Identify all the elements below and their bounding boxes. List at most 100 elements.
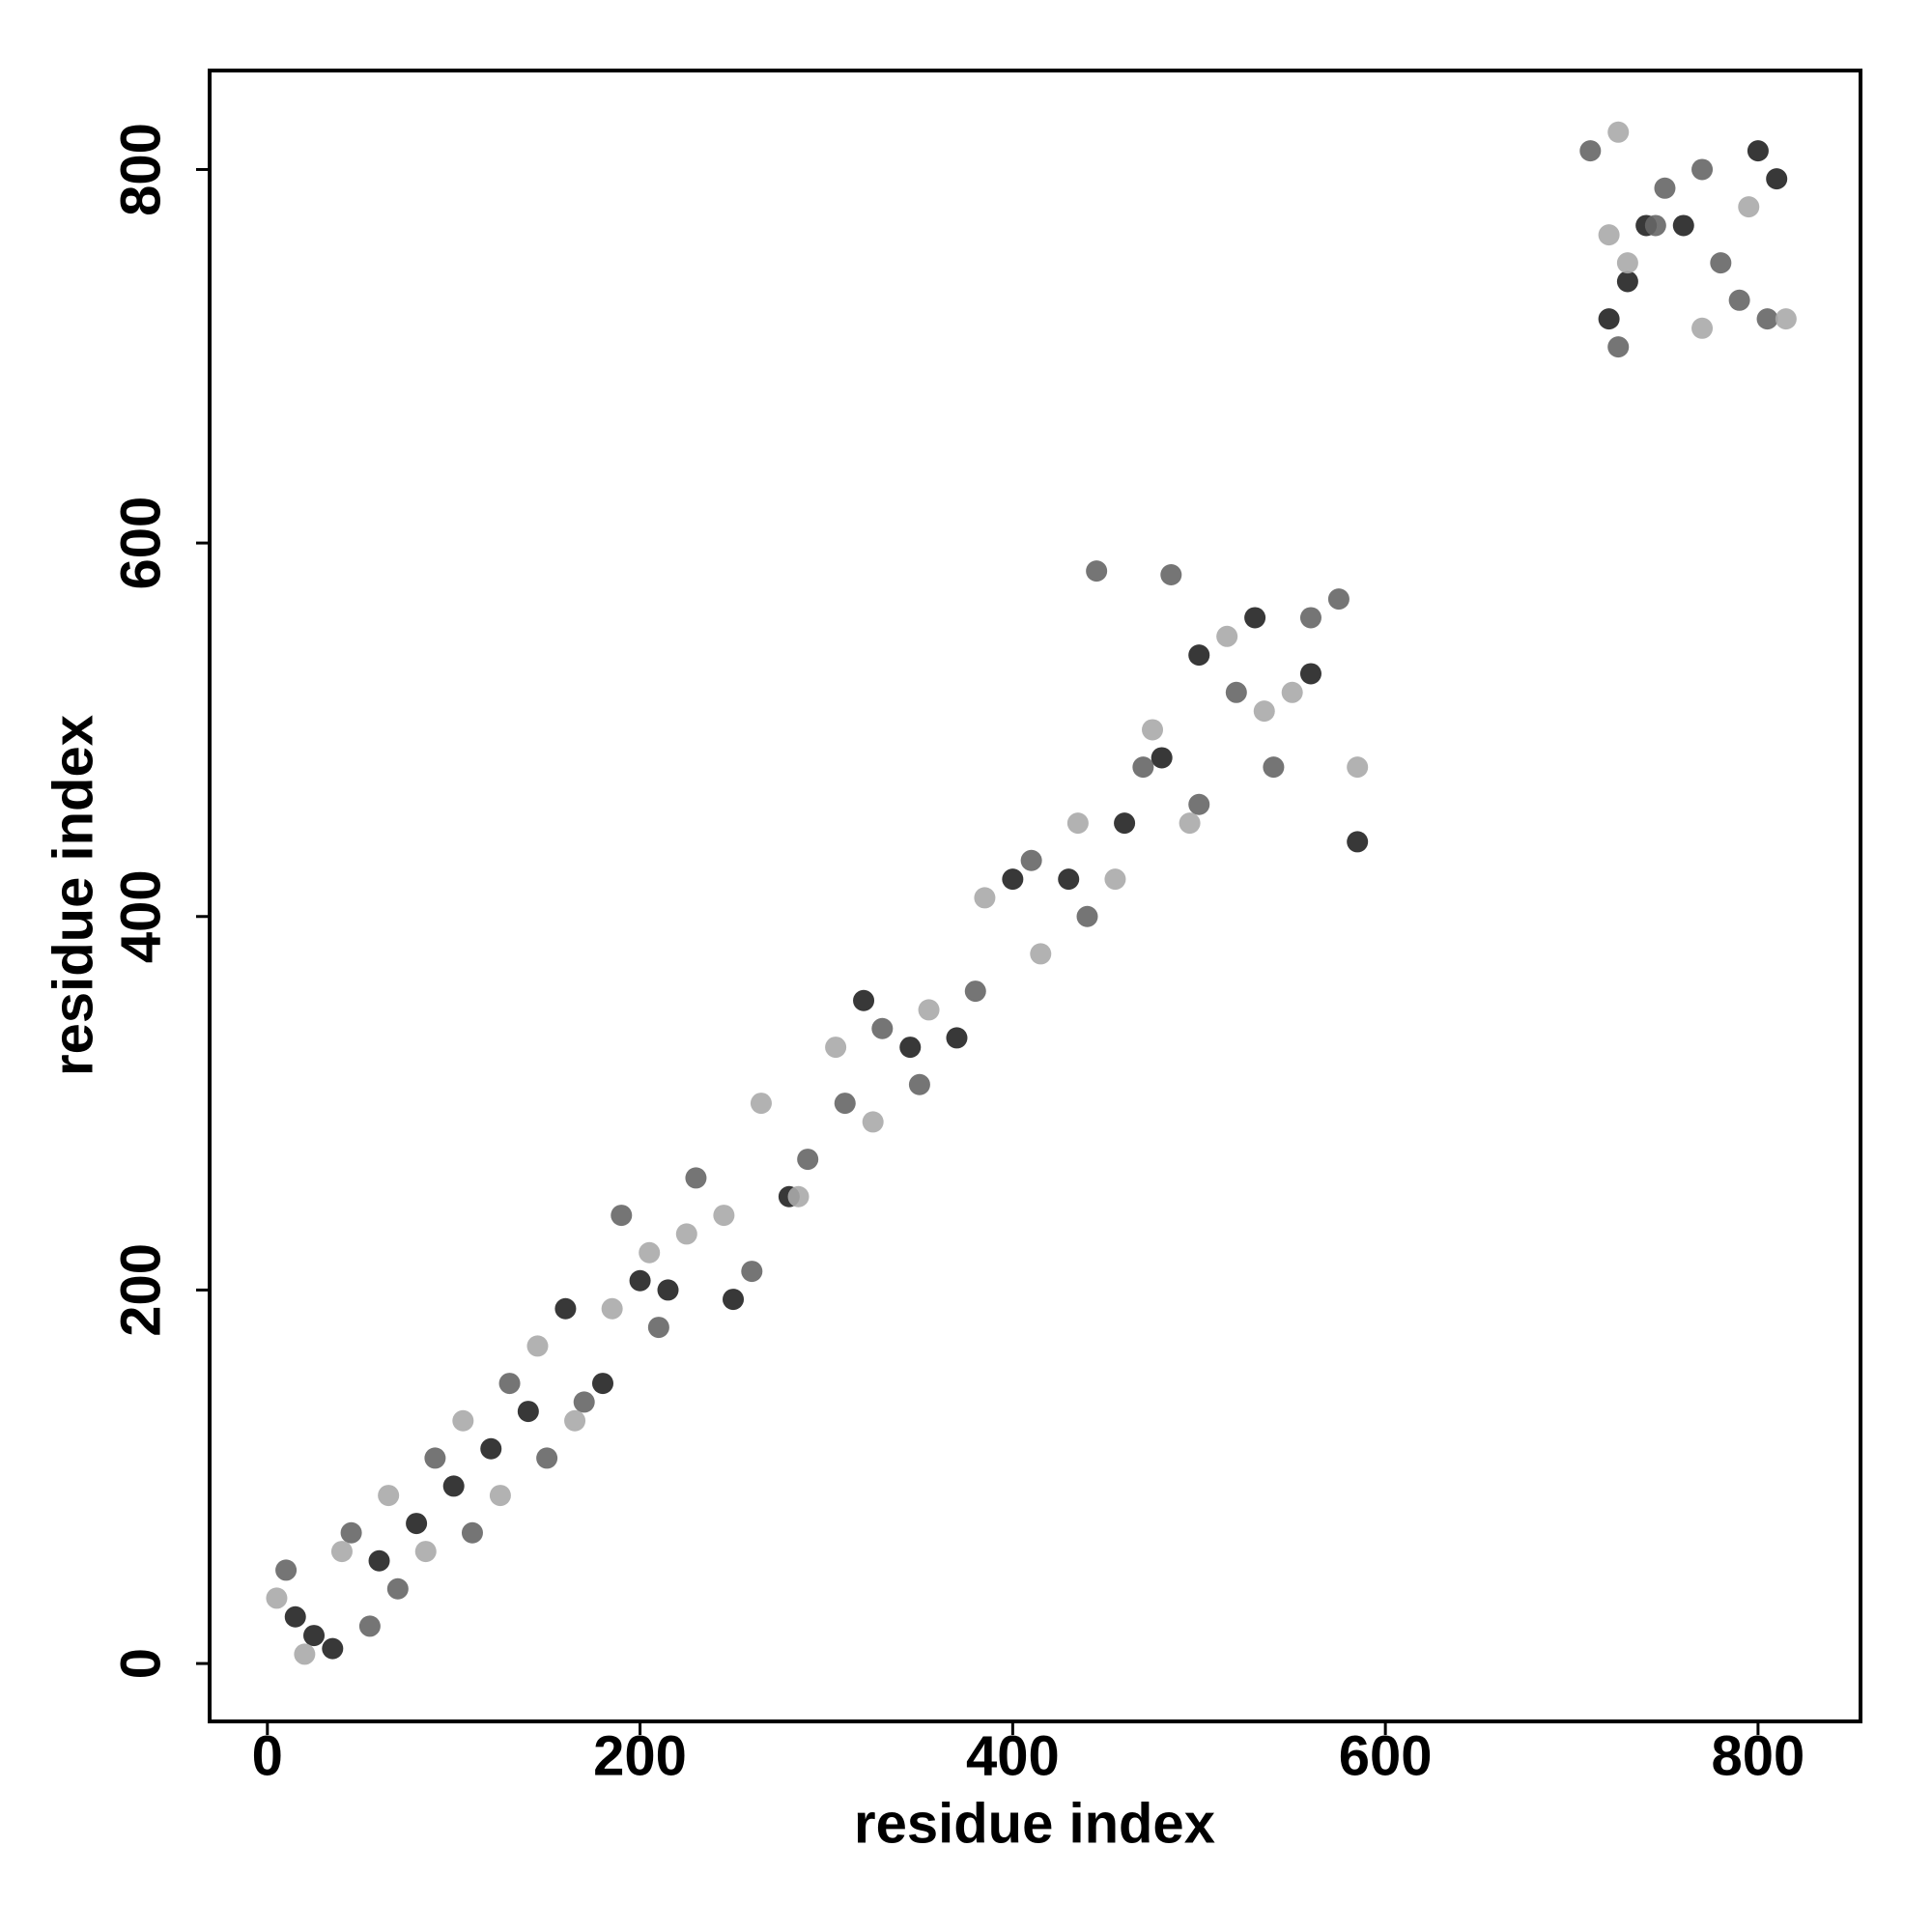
data-point <box>1728 289 1750 311</box>
data-point <box>1691 158 1714 181</box>
data-point <box>871 1017 894 1039</box>
y-tick-label: 800 <box>109 123 172 216</box>
data-point <box>1188 644 1210 667</box>
data-point <box>275 1559 298 1581</box>
x-tick-label: 600 <box>1339 1724 1433 1787</box>
data-point <box>1132 756 1154 779</box>
data-point <box>1347 831 1369 853</box>
data-point <box>657 1279 679 1301</box>
data-point <box>1766 168 1788 190</box>
data-point <box>322 1637 344 1660</box>
data-point <box>1086 560 1108 582</box>
data-point <box>442 1475 465 1497</box>
data-point <box>964 980 986 1003</box>
data-point <box>1225 681 1247 703</box>
data-point <box>1030 943 1052 965</box>
data-point <box>1654 177 1676 199</box>
data-point <box>908 1073 930 1095</box>
data-point <box>1076 905 1098 927</box>
data-point <box>1114 812 1136 835</box>
data-point <box>461 1521 483 1544</box>
data-point <box>1299 663 1321 685</box>
data-point <box>1066 812 1089 835</box>
data-point <box>1160 563 1182 585</box>
data-point <box>1616 252 1638 274</box>
data-point <box>340 1521 362 1544</box>
y-tick-label: 200 <box>109 1243 172 1337</box>
data-point <box>1253 700 1275 723</box>
data-point <box>946 1027 968 1049</box>
data-point <box>1002 868 1024 891</box>
data-point <box>1598 308 1620 330</box>
data-point <box>498 1373 521 1395</box>
data-point <box>591 1373 613 1395</box>
data-point <box>536 1447 558 1469</box>
data-point <box>424 1447 446 1469</box>
data-point <box>639 1241 661 1264</box>
data-point <box>1607 336 1630 358</box>
x-tick-label: 800 <box>1712 1724 1805 1787</box>
data-point <box>1020 849 1042 871</box>
data-point <box>1598 224 1620 246</box>
data-point <box>414 1541 437 1563</box>
data-point <box>378 1485 400 1507</box>
data-point <box>406 1513 428 1535</box>
data-point <box>1607 121 1630 143</box>
data-point <box>1710 252 1732 274</box>
data-point <box>1691 317 1714 339</box>
data-point <box>723 1289 745 1311</box>
data-point <box>1347 756 1369 779</box>
data-point <box>368 1549 390 1572</box>
data-point <box>573 1391 595 1413</box>
data-point <box>526 1335 549 1357</box>
data-point <box>284 1605 306 1628</box>
data-point <box>797 1149 819 1171</box>
x-tick-label: 200 <box>593 1724 687 1787</box>
y-axis-title: residue index <box>42 715 104 1076</box>
data-point <box>1263 756 1285 779</box>
data-point <box>1747 140 1769 162</box>
data-point <box>1616 270 1638 293</box>
data-point <box>685 1167 707 1189</box>
data-point <box>1179 812 1201 835</box>
data-point <box>517 1401 539 1423</box>
data-point <box>294 1643 316 1665</box>
data-point <box>825 1037 847 1059</box>
data-point <box>1216 625 1238 647</box>
plot-frame <box>208 69 1862 1723</box>
x-tick-label: 0 <box>252 1724 283 1787</box>
data-point <box>899 1037 922 1059</box>
data-point <box>601 1297 623 1320</box>
data-point <box>918 999 940 1021</box>
data-point <box>750 1093 772 1115</box>
data-point <box>853 989 875 1011</box>
data-point <box>1058 868 1080 891</box>
data-point <box>1579 140 1602 162</box>
data-point <box>452 1409 474 1432</box>
data-point <box>1104 868 1126 891</box>
data-point <box>1281 681 1303 703</box>
data-point <box>647 1317 669 1339</box>
data-point <box>1299 607 1321 629</box>
data-point <box>1672 214 1694 237</box>
data-point <box>1151 747 1173 769</box>
data-point <box>675 1223 697 1245</box>
data-point <box>564 1409 586 1432</box>
data-point <box>1738 196 1760 218</box>
data-point <box>629 1269 651 1292</box>
data-point <box>1142 719 1164 741</box>
data-point <box>489 1485 511 1507</box>
data-point <box>834 1093 856 1115</box>
x-axis-title: residue index <box>854 1792 1215 1855</box>
data-point <box>386 1577 409 1600</box>
y-tick-label: 400 <box>109 869 172 963</box>
data-point <box>266 1587 288 1609</box>
data-point <box>1644 214 1666 237</box>
data-point <box>1775 308 1797 330</box>
y-tick-label: 600 <box>109 497 172 590</box>
data-point <box>974 887 996 909</box>
data-point <box>480 1437 502 1460</box>
data-point <box>330 1541 353 1563</box>
data-point <box>787 1185 810 1208</box>
